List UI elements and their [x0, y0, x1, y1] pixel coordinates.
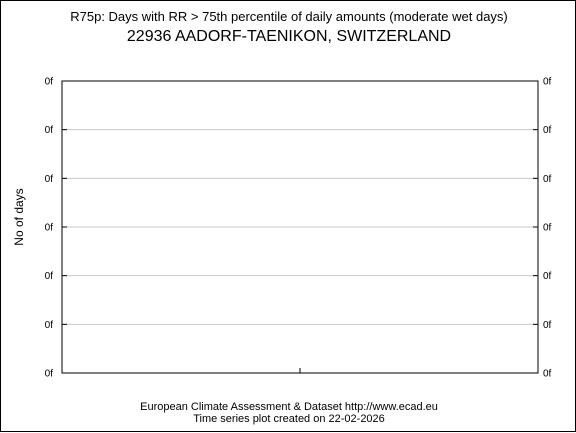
y-tick-label-left: 0f [45, 369, 54, 380]
y-tick-label-left: 0f [45, 320, 54, 331]
y-tick-label-right: 0f [543, 125, 552, 136]
y-axis-label: No of days [12, 188, 26, 245]
y-tick-label-left: 0f [45, 271, 54, 282]
y-tick-label-right: 0f [543, 320, 552, 331]
y-tick-label-right: 0f [543, 223, 552, 234]
y-tick-label-right: 0f [543, 174, 552, 185]
chart-title: R75p: Days with RR > 75th percentile of … [70, 9, 508, 24]
chart-subtitle: 22936 AADORF-TAENIKON, SWITZERLAND [126, 28, 452, 45]
y-tick-label-left: 0f [45, 174, 54, 185]
y-tick-label-left: 0f [45, 125, 54, 136]
y-tick-label-left: 0f [45, 77, 54, 88]
y-tick-label-left: 0f [45, 223, 54, 234]
y-tick-label-right: 0f [543, 369, 552, 380]
footer-source: European Climate Assessment & Dataset ht… [140, 401, 438, 413]
footer-created: Time series plot created on 22-02-2026 [193, 413, 385, 425]
y-tick-label-right: 0f [543, 77, 552, 88]
y-tick-label-right: 0f [543, 271, 552, 282]
